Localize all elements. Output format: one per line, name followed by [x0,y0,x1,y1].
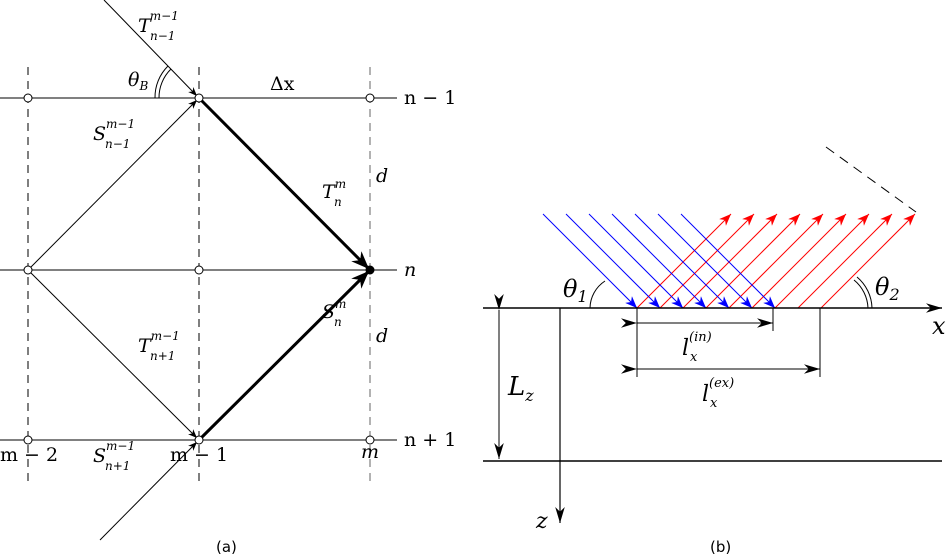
label-T-m: Tm n [322,177,346,209]
theta-b-arc [154,65,172,99]
node [194,93,204,103]
node [23,435,33,445]
d-label: d [376,165,388,187]
reflected-ray [682,213,778,309]
arrow-T-lower [27,269,198,439]
incident-ray [634,213,730,309]
node-filled [365,265,375,275]
incident-ray [611,213,707,309]
arrow-T-incoming [103,0,198,97]
reflected-ray [636,213,732,309]
node [365,435,375,445]
node [194,435,204,445]
theta1-label: θ1 [563,275,588,306]
incident-ray [565,213,661,309]
node [365,93,375,103]
incident-ray [680,213,776,309]
reflected-ray [659,213,755,309]
theta1-arc [589,280,606,309]
reflected-ray [797,213,893,309]
arrow-S-incoming [99,441,198,541]
reflected-ray [774,213,870,309]
label-S-m: Sm n [322,297,346,329]
incident-ray [542,213,638,309]
d-label: d [376,325,388,347]
node [194,265,204,275]
label-T-incoming: Tm−1 n−1 [138,9,179,43]
z-axis-label: z [535,509,548,534]
dx-label: Δx [270,73,295,95]
theta2-arc [853,276,873,309]
reflected-ray [820,213,916,309]
label-S-upper: Sm−1 n−1 [93,117,135,151]
row-label: n + 1 [404,429,456,451]
dimension-ticks [636,308,821,377]
panel-a: n − 1 n n + 1 m − 2 m − 1 m Δx d d θB Tm… [0,0,456,556]
lz-label: Lz [507,372,534,405]
col-label: m − 2 [0,444,58,466]
theta2-label: θ2 [875,273,900,304]
reflected-ray [705,213,801,309]
rays [542,213,916,309]
theta-b-label: θB [128,69,148,93]
grid-nodes [23,93,375,445]
reflected-ray [751,213,847,309]
node [23,265,33,275]
col-label: m − 1 [170,444,228,466]
arrow-T-m [197,96,371,271]
reflected-ray [728,213,824,309]
label-S-incoming: Sm−1 n+1 [93,439,135,473]
col-label: m [361,441,379,463]
incident-ray [657,213,753,309]
caption-a: (a) [216,538,237,556]
l-in-label: l(in) x [682,330,712,365]
arrow-S-upper [27,99,198,271]
arrows [27,0,371,541]
caption-b: (b) [710,538,731,556]
row-label: n − 1 [404,87,456,109]
l-ex-label: l(ex) x [702,376,734,411]
dashed-wavefront [825,146,917,213]
x-axis-label: x [932,312,946,340]
arrow-S-m [197,269,371,442]
incident-ray [588,213,684,309]
panel-b: θ1 θ2 x z Lz l(in) x l(ex) x (b) [483,146,946,556]
row-label: n [404,259,416,281]
node [23,93,33,103]
label-T-lower: Tm−1 n+1 [138,329,180,363]
